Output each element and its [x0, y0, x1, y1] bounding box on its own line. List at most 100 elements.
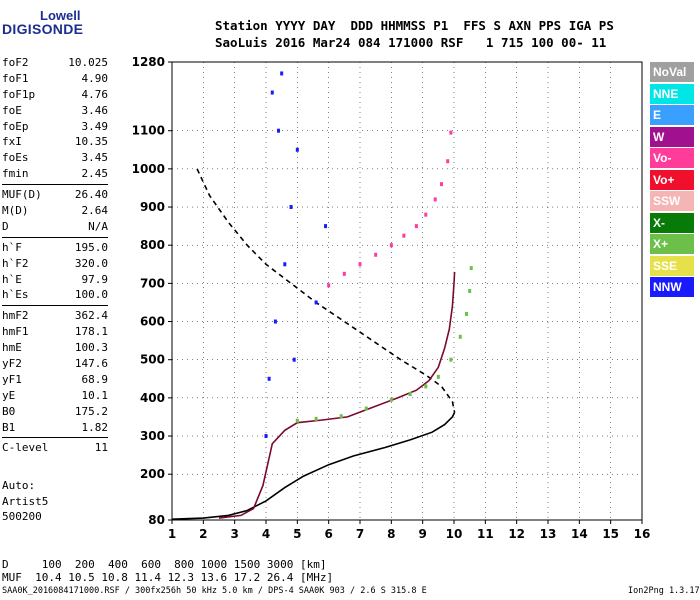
- param-separator: [2, 236, 108, 238]
- auto-label: Auto:: [2, 479, 36, 492]
- param-label: fxI: [2, 135, 22, 149]
- legend-item: NoVal: [650, 62, 694, 82]
- param-value: 100.3: [74, 341, 108, 355]
- param-row: h`F2 320.0: [2, 257, 108, 273]
- axis-ticks: 1 2 3 4 5 6 7 8 9 10 11 12 13 14 15 1612801100100090080…: [132, 55, 651, 541]
- ionogram-chart: 1 2 3 4 5 6 7 8 9 10 11 12 13 14 15 1612801100100090080…: [132, 55, 651, 541]
- trace-point: [342, 271, 346, 276]
- param-value: 2.45: [81, 167, 109, 181]
- y-tick-label: 800: [140, 238, 165, 252]
- legend-item: NNE: [650, 83, 694, 104]
- param-value: 10.35: [74, 135, 108, 149]
- param-value: 175.2: [74, 404, 108, 418]
- y-tick-label: 500: [140, 353, 165, 367]
- param-row: M(D) 2.64: [2, 204, 108, 220]
- param-label: B0: [2, 404, 16, 418]
- x-tick-label: 10: [446, 527, 463, 541]
- param-label: foEp: [2, 119, 29, 133]
- legend-item: W: [650, 126, 694, 147]
- trace-point: [280, 71, 284, 76]
- trace-point: [424, 212, 428, 217]
- legend-item: X+: [650, 234, 694, 254]
- trace-point: [289, 205, 293, 210]
- trace-point: [449, 357, 453, 362]
- polarization-legend: NoVal NNE E W Vo- Vo+ SSW X- X+ SSE NNW: [650, 62, 694, 299]
- trace-line-1: [171, 412, 456, 520]
- trace-point: [295, 418, 299, 423]
- muf-distance-row: D 100 200 400 600 800 1000 1500 3000 [km…: [2, 558, 327, 571]
- trace-line-2: [218, 271, 456, 519]
- param-value: 4.76: [81, 87, 109, 101]
- x-tick-label: 3: [230, 527, 238, 541]
- x-tick-label: 13: [540, 527, 557, 541]
- param-row: foEp 3.49: [2, 120, 108, 136]
- trace-point: [389, 243, 393, 248]
- param-row: foF1p 4.76: [2, 88, 108, 104]
- param-label: yF2: [2, 357, 22, 371]
- param-row: fmin 2.45: [2, 167, 108, 183]
- param-row: MUF(D) 26.40: [2, 188, 108, 204]
- param-value: 10.025: [68, 56, 108, 69]
- param-row: hmF1 178.1: [2, 325, 108, 341]
- y-tick-label: 1280: [132, 55, 165, 69]
- legend-item: SSW: [650, 191, 694, 211]
- param-row: fxI 10.35: [2, 135, 108, 151]
- param-label: M(D): [2, 204, 29, 218]
- param-label: hmF1: [2, 325, 29, 339]
- param-row: foF1 4.90: [2, 72, 108, 88]
- param-value: 26.40: [74, 188, 108, 202]
- trace-point: [358, 262, 362, 267]
- param-row: foEs 3.45: [2, 151, 108, 167]
- param-value: 362.4: [74, 309, 108, 323]
- param-value: 4.90: [81, 71, 109, 85]
- auto-scaling-info: Auto: Artist5 500200: [2, 478, 48, 525]
- param-row: h`E 97.9: [2, 273, 108, 289]
- x-tick-label: 7: [356, 527, 364, 541]
- param-value: N/A: [88, 219, 108, 233]
- trace-point: [314, 416, 318, 421]
- trace-point: [267, 376, 271, 381]
- param-separator: [2, 305, 108, 307]
- chart-grid: [172, 62, 642, 520]
- trace-point: [364, 406, 368, 411]
- trace-point: [458, 334, 462, 339]
- trace-point: [374, 252, 378, 257]
- x-tick-label: 15: [602, 527, 619, 541]
- param-value: 68.9: [81, 372, 109, 386]
- trace-point: [327, 283, 331, 288]
- param-row: B1 1.82: [2, 421, 108, 437]
- trace-point: [264, 434, 268, 439]
- trace-point: [314, 300, 318, 305]
- param-separator: [2, 437, 108, 439]
- trace-point: [469, 266, 473, 271]
- y-tick-label: 200: [140, 467, 165, 481]
- param-label: yF1: [2, 372, 22, 386]
- x-tick-label: 8: [387, 527, 395, 541]
- trace-point: [270, 90, 274, 95]
- y-tick-label: 80: [148, 513, 165, 527]
- param-value: 320.0: [74, 256, 108, 270]
- auto-artist: Artist5: [2, 494, 49, 508]
- legend-item: SSE: [650, 255, 694, 276]
- param-label: hmF2: [2, 309, 29, 323]
- legend-item: NNW: [650, 277, 694, 297]
- param-label: foF1p: [2, 87, 36, 101]
- trace-point: [292, 357, 296, 362]
- footer-version: Ion2Png 1.3.17: [628, 586, 700, 596]
- param-label: hmE: [2, 341, 22, 355]
- param-label: h`F: [2, 240, 22, 254]
- param-value: 3.46: [81, 103, 109, 117]
- x-tick-label: 9: [418, 527, 426, 541]
- trace-point: [414, 224, 418, 229]
- param-separator: [2, 184, 108, 186]
- parameter-panel: foF2 10.025 foF1 4.90 foF1p 4.76 foE 3.46 foEp 3.…: [2, 56, 108, 457]
- param-value: 1.82: [81, 420, 109, 434]
- header-line-1: Station YYYY DAY DDD HHMMSS P1 FFS S AXN…: [215, 18, 614, 33]
- y-tick-label: 300: [140, 429, 165, 443]
- x-tick-label: 1: [168, 527, 176, 541]
- param-label: h`E: [2, 272, 22, 286]
- param-row: hmE 100.3: [2, 341, 108, 357]
- param-label: B1: [2, 420, 16, 434]
- legend-item: X-: [650, 212, 694, 233]
- muf-value-row: MUF 10.4 10.5 10.8 11.4 12.3 13.6 17.2 2…: [2, 571, 334, 584]
